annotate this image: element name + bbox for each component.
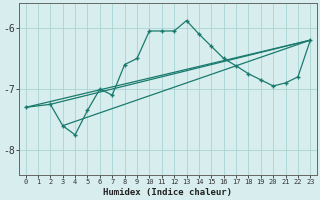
X-axis label: Humidex (Indice chaleur): Humidex (Indice chaleur) — [103, 188, 232, 197]
